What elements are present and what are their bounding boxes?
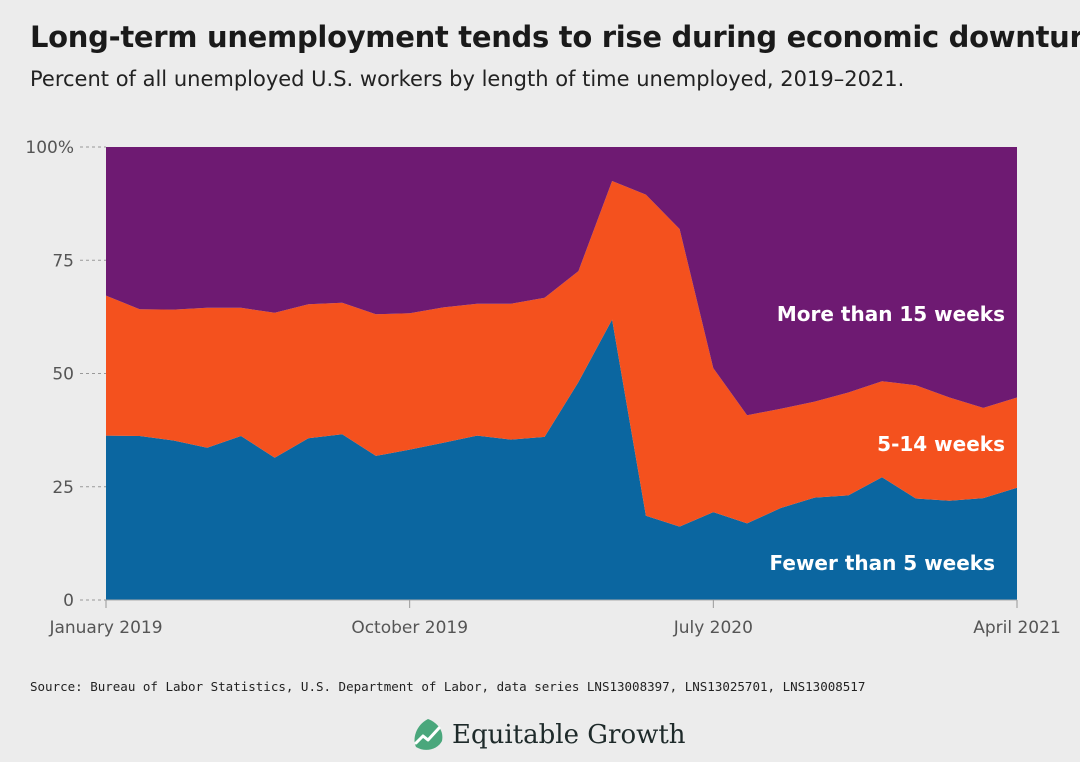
stacked-area-chart: 0 25 50 75 100% January 2019 October 2019 July … [25,138,1061,638]
y-tick-label: 75 [52,251,74,271]
brand-name: Equitable Growth [452,720,686,750]
area-series-0 [106,319,1017,600]
x-tick-label: January 2019 [48,618,162,638]
y-tick-label: 0 [63,591,74,611]
x-tick-label: July 2020 [673,618,753,638]
y-tick-label: 100% [25,138,74,158]
series-label: 5-14 weeks [877,432,1005,456]
area-series-2 [106,147,1017,416]
area-series-1 [106,181,1017,527]
series-label: More than 15 weeks [777,302,1005,326]
y-tick-label: 50 [52,365,74,385]
y-tick-label: 25 [52,478,74,498]
chart-subtitle: Percent of all unemployed U.S. workers b… [30,67,905,91]
source-note: Source: Bureau of Labor Statistics, U.S.… [30,679,866,694]
series-label: Fewer than 5 weeks [770,551,995,575]
x-tick-label: April 2021 [973,618,1061,638]
growth-leaf-icon [414,719,443,750]
x-tick-label: October 2019 [351,618,468,638]
chart-title: Long-term unemployment tends to rise dur… [30,20,1080,54]
brand-logo: Equitable Growth [410,717,686,753]
